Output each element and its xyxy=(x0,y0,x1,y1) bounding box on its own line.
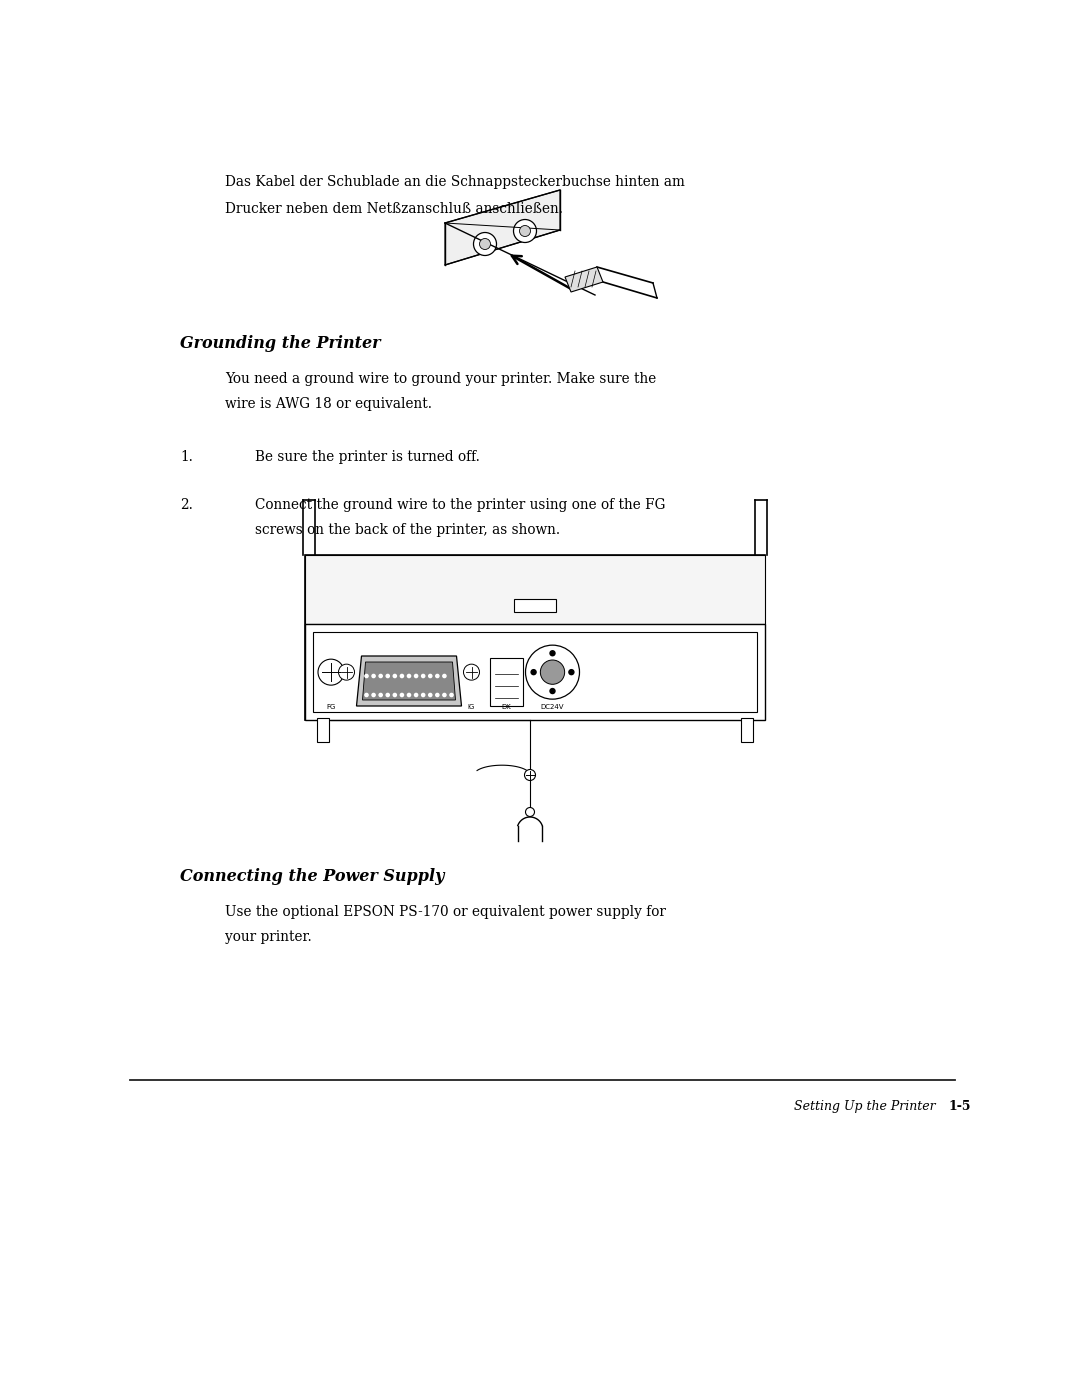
Circle shape xyxy=(365,693,368,697)
Circle shape xyxy=(435,693,438,697)
Text: screws on the back of the printer, as shown.: screws on the back of the printer, as sh… xyxy=(255,522,561,536)
Circle shape xyxy=(569,669,573,675)
Text: 1.: 1. xyxy=(180,450,193,464)
Bar xyxy=(305,555,765,719)
Circle shape xyxy=(429,693,432,697)
Bar xyxy=(305,624,765,719)
Circle shape xyxy=(435,675,438,678)
Bar xyxy=(741,718,753,742)
Bar xyxy=(305,555,765,624)
Text: wire is AWG 18 or equivalent.: wire is AWG 18 or equivalent. xyxy=(225,397,432,411)
Circle shape xyxy=(526,807,535,816)
Circle shape xyxy=(421,675,424,678)
Circle shape xyxy=(526,645,580,698)
Text: your printer.: your printer. xyxy=(225,930,312,944)
Text: Drucker neben dem Netßzanschluß anschließen.: Drucker neben dem Netßzanschluß anschlie… xyxy=(225,203,563,217)
Text: IG: IG xyxy=(468,704,475,710)
Circle shape xyxy=(372,693,375,697)
Circle shape xyxy=(365,675,368,678)
Text: Use the optional EPSON PS-170 or equivalent power supply for: Use the optional EPSON PS-170 or equival… xyxy=(225,905,666,919)
Circle shape xyxy=(401,675,404,678)
Circle shape xyxy=(550,651,555,655)
Circle shape xyxy=(473,232,497,256)
Circle shape xyxy=(407,693,410,697)
Circle shape xyxy=(393,675,396,678)
Circle shape xyxy=(480,239,490,250)
Text: DC24V: DC24V xyxy=(541,704,564,710)
Circle shape xyxy=(407,675,410,678)
Circle shape xyxy=(429,675,432,678)
Circle shape xyxy=(401,693,404,697)
Bar xyxy=(489,658,523,705)
Text: Grounding the Printer: Grounding the Printer xyxy=(180,335,380,352)
Bar xyxy=(318,718,329,742)
Circle shape xyxy=(443,693,446,697)
Circle shape xyxy=(525,770,536,781)
Text: 2.: 2. xyxy=(180,497,193,511)
Circle shape xyxy=(338,664,354,680)
Circle shape xyxy=(393,693,396,697)
Circle shape xyxy=(463,664,480,680)
Text: 1-5: 1-5 xyxy=(948,1099,971,1113)
Circle shape xyxy=(443,675,446,678)
Circle shape xyxy=(318,659,345,685)
Circle shape xyxy=(372,675,375,678)
Circle shape xyxy=(421,693,424,697)
Circle shape xyxy=(379,675,382,678)
Circle shape xyxy=(540,659,565,685)
Circle shape xyxy=(550,689,555,693)
Polygon shape xyxy=(363,662,456,700)
Text: Das Kabel der Schublade an die Schnappsteckerbuchse hinten am: Das Kabel der Schublade an die Schnappst… xyxy=(225,175,685,189)
Text: Setting Up the Printer: Setting Up the Printer xyxy=(795,1099,948,1113)
Circle shape xyxy=(387,693,390,697)
Circle shape xyxy=(513,219,537,243)
Circle shape xyxy=(450,693,454,697)
Circle shape xyxy=(519,225,530,236)
Text: DK: DK xyxy=(501,704,511,710)
Circle shape xyxy=(531,669,536,675)
Text: You need a ground wire to ground your printer. Make sure the: You need a ground wire to ground your pr… xyxy=(225,372,657,386)
Text: Connect the ground wire to the printer using one of the FG: Connect the ground wire to the printer u… xyxy=(255,497,665,511)
Text: Connecting the Power Supply: Connecting the Power Supply xyxy=(180,868,444,886)
Bar xyxy=(514,599,556,612)
Circle shape xyxy=(415,675,418,678)
Text: FG: FG xyxy=(326,704,336,710)
Polygon shape xyxy=(565,267,603,292)
Circle shape xyxy=(379,693,382,697)
Circle shape xyxy=(415,693,418,697)
Text: Be sure the printer is turned off.: Be sure the printer is turned off. xyxy=(255,450,480,464)
Polygon shape xyxy=(445,190,561,265)
Bar xyxy=(313,633,757,712)
Polygon shape xyxy=(356,657,461,705)
Circle shape xyxy=(387,675,390,678)
